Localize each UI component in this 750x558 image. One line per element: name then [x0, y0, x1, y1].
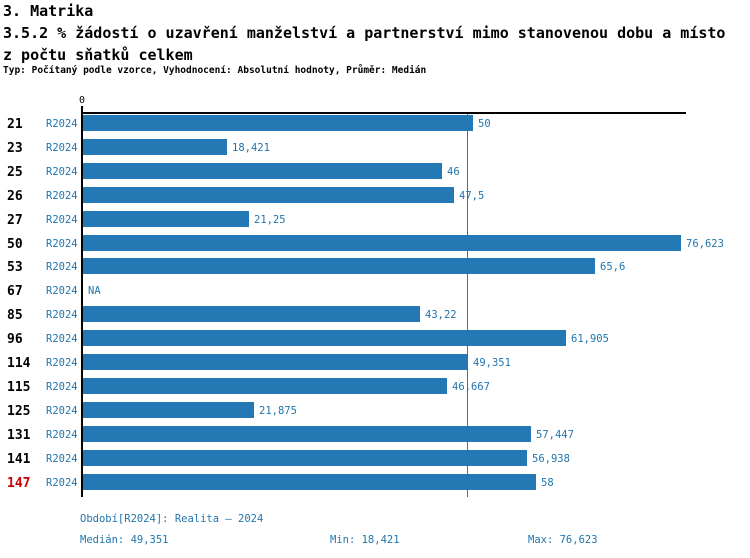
bar-value-label: 58: [541, 476, 554, 489]
row-label-25: 25: [7, 164, 23, 180]
bar-value-label: 46: [447, 165, 460, 178]
row-label-27: 27: [7, 212, 23, 228]
bar-115: [83, 377, 447, 394]
footer-period-info: Období[R2024]: Realita – 2024: [80, 513, 264, 525]
row-period-label: R2024: [46, 404, 78, 417]
row-period-label: R2024: [46, 333, 78, 346]
row-label-131: 131: [7, 427, 31, 443]
bar-50: [83, 234, 681, 251]
bar-85: [83, 306, 420, 323]
row-label-67: 67: [7, 284, 23, 300]
row-period-label: R2024: [46, 189, 78, 202]
footer-min-stat: Min: 18,421: [330, 534, 400, 546]
row-period-label: R2024: [46, 380, 78, 393]
row-label-141: 141: [7, 451, 31, 467]
indicator-title-line2: z počtu sňatků celkem: [3, 46, 193, 64]
bar-value-label: 47,5: [459, 189, 485, 202]
bar-23: [83, 138, 227, 155]
bar-125: [83, 401, 254, 418]
row-period-label: R2024: [46, 118, 78, 130]
bar-141: [83, 449, 527, 466]
bar-53: [83, 258, 595, 275]
row-period-label: R2024: [46, 357, 78, 369]
row-period-label: R2024: [46, 237, 78, 250]
bar-value-label: 76,623: [686, 237, 724, 250]
row-label-85: 85: [7, 308, 23, 324]
x-axis-line: [81, 112, 686, 114]
row-label-114: 114: [7, 356, 31, 371]
bar-value-label: 61,905: [571, 333, 609, 346]
bar-value-label: 57,447: [536, 428, 574, 441]
row-period-label: R2024: [46, 452, 78, 465]
row-label-53: 53: [7, 260, 23, 276]
bar-value-label: 49,351: [473, 357, 511, 369]
bar-21: [83, 115, 473, 131]
bar-26: [83, 186, 454, 203]
bar-value-label: 18,421: [232, 141, 270, 154]
row-label-50: 50: [7, 236, 23, 252]
footer-max-stat: Max: 76,623: [528, 534, 598, 546]
row-period-label: R2024: [46, 261, 78, 274]
bar-114: [83, 354, 468, 370]
row-label-147: 147: [7, 475, 31, 491]
row-period-label: R2024: [46, 213, 78, 226]
row-period-label: R2024: [46, 476, 78, 489]
indicator-title-line1: 3.5.2 % žádostí o uzavření manželství a …: [3, 24, 726, 42]
indicator-subtitle: Typ: Počítaný podle vzorce, Vyhodnocení:…: [3, 65, 427, 76]
bar-value-label: 65,6: [600, 261, 626, 274]
median-reference-line: [467, 114, 468, 497]
row-label-96: 96: [7, 332, 23, 348]
bar-131: [83, 425, 531, 442]
bar-96: [83, 330, 566, 347]
bar-147: [83, 473, 536, 490]
bar-value-label: 50: [478, 118, 491, 130]
bar-value-label: 21,25: [254, 213, 286, 226]
bar-27: [83, 210, 249, 227]
row-label-115: 115: [7, 379, 31, 395]
bar-value-label: 43,22: [425, 309, 457, 322]
row-label-26: 26: [7, 188, 23, 204]
row-period-label: R2024: [46, 285, 78, 298]
row-period-label: R2024: [46, 141, 78, 154]
footer-median-stat: Medián: 49,351: [80, 534, 169, 546]
row-label-125: 125: [7, 403, 31, 419]
bar-value-label: 21,875: [259, 404, 297, 417]
page-title: 3. Matrika: [3, 2, 94, 20]
row-period-label: R2024: [46, 165, 78, 178]
row-period-label: R2024: [46, 428, 78, 441]
bar-value-label: NA: [88, 285, 101, 298]
y-axis-line: [81, 106, 83, 497]
row-label-21: 21: [7, 117, 23, 132]
row-period-label: R2024: [46, 309, 78, 322]
row-label-23: 23: [7, 140, 23, 156]
bar-value-label: 56,938: [532, 452, 570, 465]
bar-25: [83, 162, 442, 179]
x-axis-zero-tick-label: 0: [78, 95, 86, 106]
bar-value-label: 46,667: [452, 380, 490, 393]
